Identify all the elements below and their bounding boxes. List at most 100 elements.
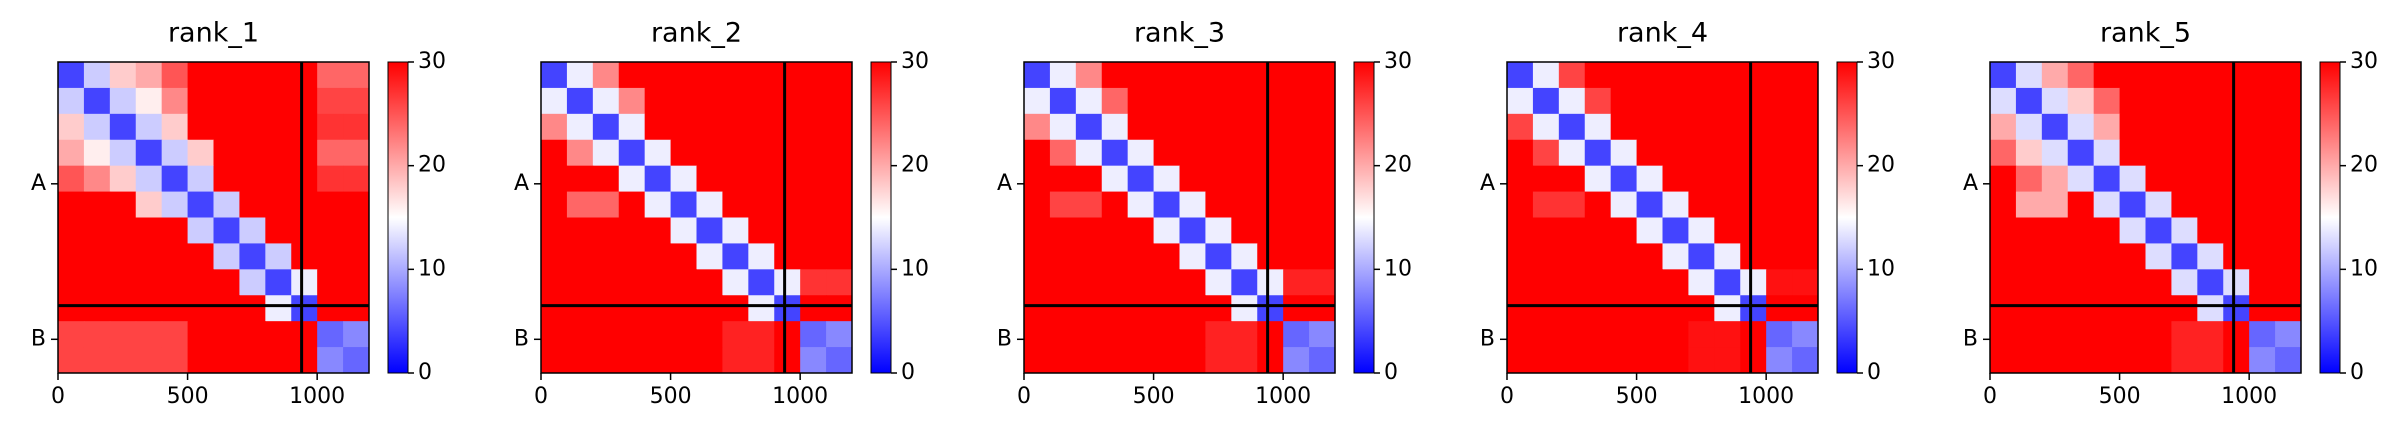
heat-cell xyxy=(58,113,85,141)
heat-cell xyxy=(800,139,827,167)
heat-cell xyxy=(1662,62,1689,89)
heat-cell xyxy=(213,113,240,141)
heat-cell xyxy=(58,139,85,167)
heat-cell xyxy=(265,62,292,89)
heat-cell xyxy=(644,347,672,374)
heat-cell xyxy=(2041,269,2069,296)
heat-cell xyxy=(2197,87,2224,115)
x-tick-label: 500 xyxy=(1616,384,1658,409)
heat-cell xyxy=(1309,217,1336,244)
heat-cell xyxy=(2093,347,2121,374)
heat-cell xyxy=(161,87,189,115)
heat-cell xyxy=(1662,139,1689,167)
heat-cell xyxy=(1283,139,1310,167)
heat-cell xyxy=(1257,139,1284,167)
heat-cell xyxy=(1231,191,1258,218)
heat-cell xyxy=(644,113,672,141)
heat-cell xyxy=(58,243,85,270)
heat-cell xyxy=(58,217,85,244)
heat-cell xyxy=(291,321,318,348)
colorbar xyxy=(1836,61,1858,374)
heat-cell xyxy=(670,295,697,322)
heat-cell xyxy=(1688,62,1715,89)
heat-cell xyxy=(2145,165,2172,193)
heat-cell xyxy=(2145,321,2172,348)
heat-cell xyxy=(2093,269,2121,296)
heat-cell xyxy=(213,321,240,348)
heat-cell xyxy=(1024,191,1051,218)
heat-cell xyxy=(1231,347,1258,374)
heat-cell xyxy=(2171,139,2198,167)
heat-cell xyxy=(2015,217,2043,244)
heat-cell xyxy=(265,113,292,141)
heat-cell xyxy=(161,295,189,322)
axes-frame xyxy=(1023,61,1336,374)
heat-cell xyxy=(239,243,266,270)
colorbar-tick-label: 20 xyxy=(418,153,446,178)
heat-cell xyxy=(1662,113,1689,141)
heat-cell xyxy=(1024,321,1051,348)
heat-cell xyxy=(1179,87,1206,115)
heat-cell xyxy=(83,165,111,193)
heat-cell xyxy=(618,139,646,167)
heat-cell xyxy=(1740,165,1767,193)
heat-cell xyxy=(58,295,85,322)
heat-cell xyxy=(1231,139,1258,167)
heat-cell xyxy=(722,62,749,89)
heat-cell xyxy=(2197,243,2224,270)
heat-cell xyxy=(239,165,266,193)
heat-cell xyxy=(1532,191,1560,218)
heat-cell xyxy=(1636,321,1663,348)
heat-cell xyxy=(670,139,697,167)
heat-cell xyxy=(1101,321,1129,348)
heat-cell xyxy=(2275,191,2302,218)
heat-cell xyxy=(187,243,214,270)
heat-cell xyxy=(1766,269,1793,296)
heat-cell xyxy=(1049,295,1077,322)
heat-cell xyxy=(83,295,111,322)
heat-cell xyxy=(1257,87,1284,115)
panel-title: rank_3 xyxy=(1134,18,1225,49)
heat-cell xyxy=(1231,113,1258,141)
heat-cell xyxy=(2093,321,2121,348)
y-tick-label: A xyxy=(1963,171,1978,196)
heat-cell xyxy=(1179,295,1206,322)
heat-cell xyxy=(291,165,318,193)
heat-cell xyxy=(1075,347,1103,374)
heat-cell xyxy=(826,321,853,348)
heat-cell xyxy=(343,243,370,270)
axes-frame xyxy=(1989,61,2302,374)
heat-cell xyxy=(1179,269,1206,296)
heat-cell xyxy=(317,347,344,374)
heat-cell xyxy=(1127,243,1155,270)
heat-cell xyxy=(1127,87,1155,115)
heat-cell xyxy=(2249,217,2276,244)
heat-cell xyxy=(2249,347,2276,374)
heat-cell xyxy=(2249,113,2276,141)
heat-cell xyxy=(774,139,801,167)
heat-cell xyxy=(1205,191,1232,218)
heat-cell xyxy=(187,347,214,374)
heat-cell xyxy=(2067,243,2095,270)
heat-cell xyxy=(1231,243,1258,270)
heat-cell xyxy=(1740,217,1767,244)
heat-cell xyxy=(109,295,137,322)
heat-cell xyxy=(592,87,620,115)
heat-cell xyxy=(748,191,775,218)
heat-cell xyxy=(161,347,189,374)
heat-cell xyxy=(541,217,568,244)
heat-cell xyxy=(1688,217,1715,244)
heat-cell xyxy=(1740,243,1767,270)
heat-cell xyxy=(2015,295,2043,322)
heat-cell xyxy=(1584,191,1612,218)
heat-cell xyxy=(1610,139,1638,167)
heat-cell xyxy=(2197,113,2224,141)
heat-cell xyxy=(1990,191,2017,218)
heat-cell xyxy=(317,217,344,244)
heat-cell xyxy=(2119,62,2146,89)
heat-cell xyxy=(2171,243,2198,270)
heat-cell xyxy=(2119,243,2146,270)
heat-cell xyxy=(1309,87,1336,115)
heat-cell xyxy=(1714,165,1741,193)
heat-cell xyxy=(618,113,646,141)
